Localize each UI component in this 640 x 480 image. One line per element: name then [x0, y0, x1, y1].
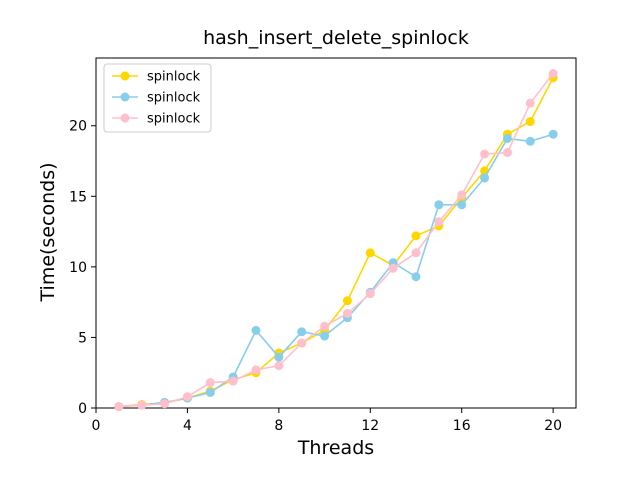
data-point: [320, 321, 330, 331]
data-point: [365, 289, 375, 299]
legend-item: spinlock: [112, 112, 201, 127]
data-point: [434, 217, 444, 227]
data-point: [205, 387, 215, 397]
legend-label: spinlock: [147, 70, 201, 85]
data-point: [525, 98, 535, 108]
data-point: [297, 327, 307, 337]
data-point: [411, 231, 421, 241]
data-point: [365, 248, 375, 258]
x-tick-label: 20: [544, 418, 562, 434]
x-tick-label: 12: [361, 418, 379, 434]
data-point: [342, 296, 352, 306]
y-axis-label: Time(seconds): [37, 163, 59, 303]
data-point: [114, 402, 124, 412]
plot-area: [95, 57, 577, 409]
data-point: [525, 117, 535, 127]
y-tick-label: 5: [78, 330, 87, 346]
y-tick-label: 20: [69, 119, 87, 135]
data-point: [457, 200, 467, 210]
data-point: [251, 325, 261, 335]
data-point: [411, 272, 421, 282]
legend-marker: [120, 71, 130, 81]
data-point: [548, 129, 558, 139]
legend-frame: [103, 63, 212, 133]
data-point: [388, 263, 398, 273]
data-point: [205, 378, 215, 388]
data-point: [525, 136, 535, 146]
data-point: [274, 352, 284, 362]
data-point: [502, 133, 512, 143]
y-tick-label: 15: [69, 189, 87, 205]
data-point: [502, 148, 512, 158]
x-tick-label: 8: [274, 418, 283, 434]
data-point: [411, 248, 421, 258]
data-point: [548, 69, 558, 79]
y-tick-label: 0: [78, 401, 87, 417]
data-point: [297, 338, 307, 348]
data-point: [342, 308, 352, 318]
x-axis-label: Threads: [297, 437, 374, 459]
legend-marker: [120, 92, 130, 102]
data-point: [228, 376, 238, 386]
data-point: [480, 173, 490, 183]
data-point: [457, 190, 467, 200]
data-point: [160, 399, 170, 409]
x-tick-label: 4: [183, 418, 192, 434]
data-point: [434, 200, 444, 210]
chart-title: hash_insert_delete_spinlock: [203, 27, 469, 49]
data-point: [182, 392, 192, 402]
legend-item: spinlock: [112, 70, 201, 85]
x-tick-label: 0: [92, 418, 101, 434]
plot-frame: [95, 57, 577, 409]
data-point: [251, 365, 261, 375]
legend-item: spinlock: [112, 91, 201, 106]
series-2: [114, 129, 558, 412]
legend: spinlock spinlock spinlock: [103, 63, 212, 133]
x-axis: 0 4 8 12 16 20: [92, 408, 562, 434]
legend-label: spinlock: [147, 112, 201, 127]
y-axis: 0 5 10 15 20: [69, 119, 96, 417]
legend-marker: [120, 113, 130, 123]
series-layer: [114, 69, 558, 412]
data-point: [137, 400, 147, 410]
data-point: [480, 149, 490, 159]
legend-label: spinlock: [147, 91, 201, 106]
data-point: [320, 331, 330, 341]
x-tick-label: 16: [453, 418, 471, 434]
y-tick-label: 10: [69, 260, 87, 276]
series-3: [114, 69, 558, 412]
data-point: [274, 361, 284, 371]
